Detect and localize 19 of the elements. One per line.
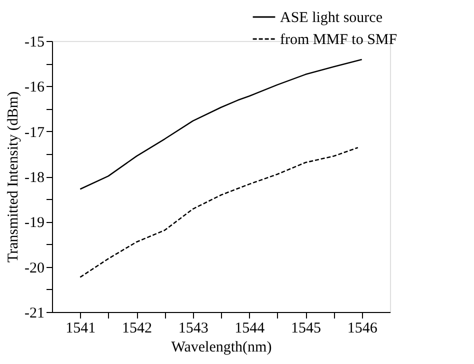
y-axis-title: Transmitted Intensity (dBm): [6, 91, 22, 263]
x-tick-label: 1545: [291, 320, 321, 336]
x-tick-label: 1542: [122, 320, 152, 336]
legend-label: ASE light source: [280, 10, 383, 26]
x-tick-label: 1543: [178, 320, 208, 336]
line-series: [80, 146, 359, 278]
x-tick-label: 1541: [66, 320, 96, 336]
y-tick-label: -18: [24, 170, 44, 186]
y-tick-label: -16: [24, 80, 45, 96]
y-tick-label: -15: [24, 34, 44, 50]
y-tick-label: -20: [24, 260, 44, 276]
y-tick-label: -21: [24, 306, 44, 322]
x-tick-label: 1546: [347, 320, 378, 336]
x-tick-label: 1544: [234, 320, 266, 336]
y-tick-label: -17: [24, 124, 45, 141]
legend-label: from MMF to SMF: [280, 32, 398, 48]
x-axis-title: Wavelength(nm): [171, 340, 272, 356]
line-series: [80, 58, 362, 190]
y-tick-label: -19: [24, 215, 44, 232]
